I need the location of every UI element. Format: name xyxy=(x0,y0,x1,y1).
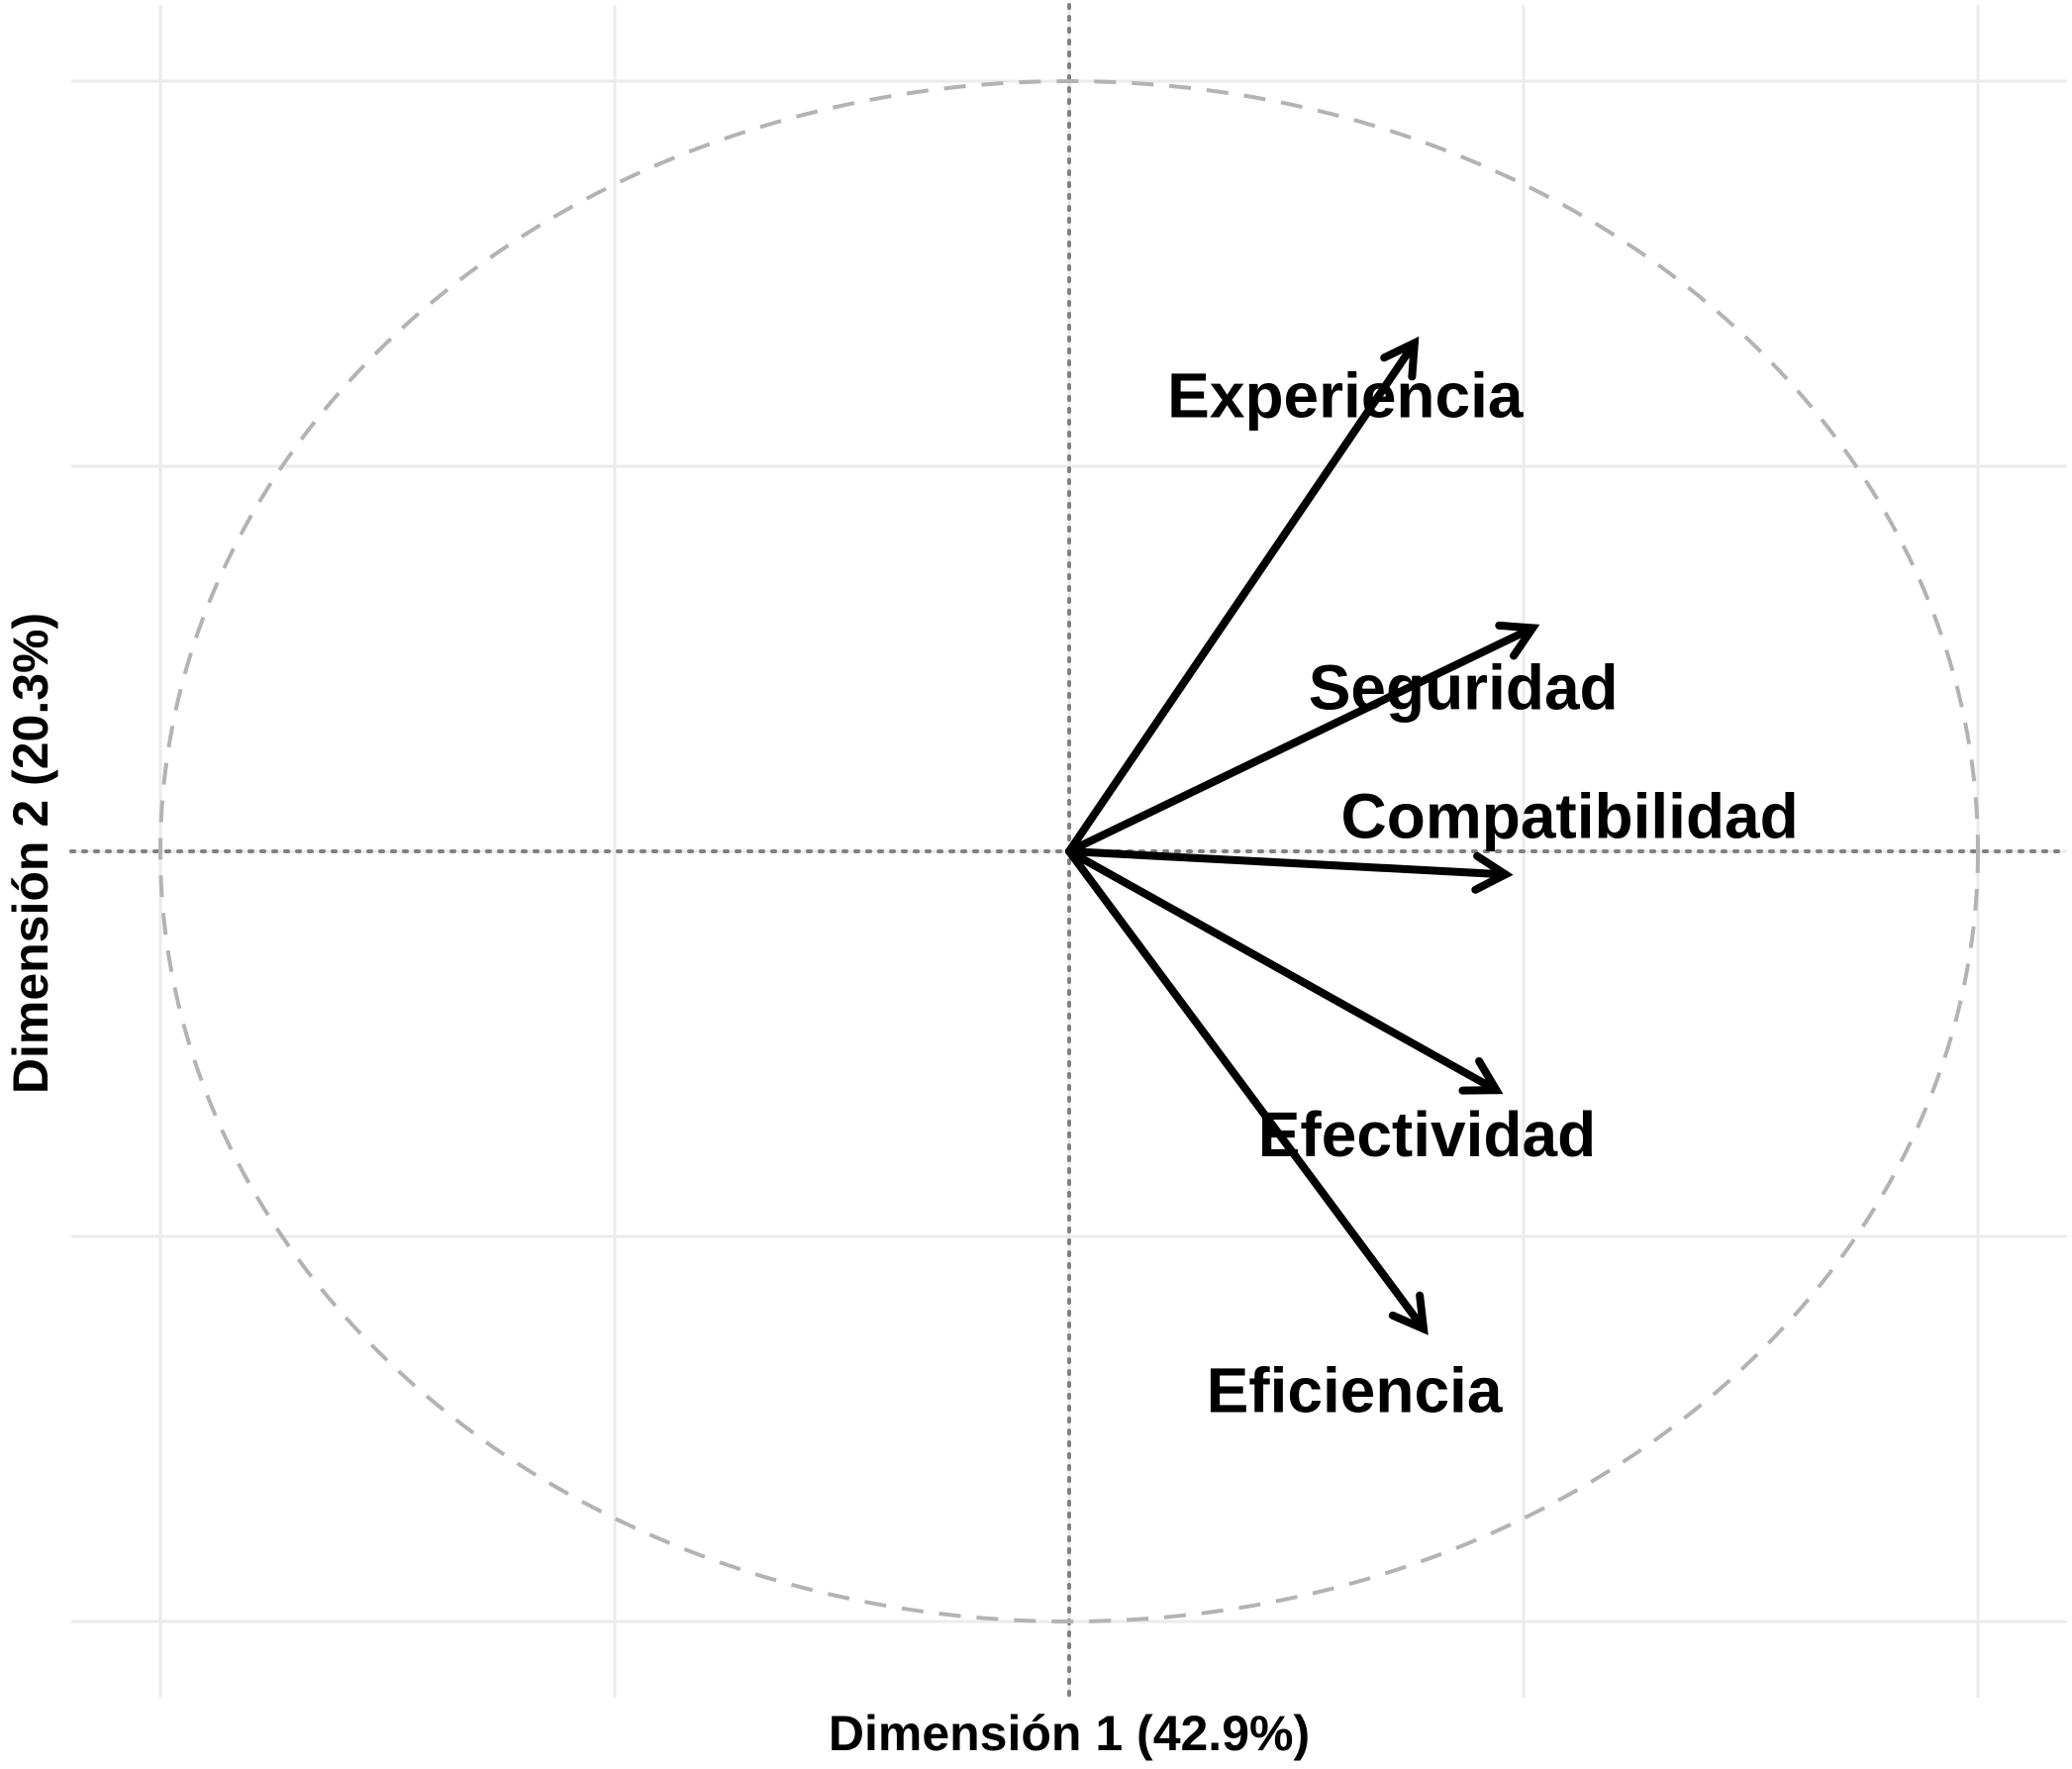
label-eficiencia: Eficiencia xyxy=(1207,1354,1503,1425)
arrow-eficiencia xyxy=(1065,847,1429,1335)
arrow-head-seguridad xyxy=(1495,621,1540,660)
label-compatibilidad: Compatibilidad xyxy=(1341,780,1799,851)
variable-arrows xyxy=(1065,336,1540,1335)
y-axis-title: Dimensión 2 (20.3%) xyxy=(3,613,58,1094)
arrow-head-efectividad xyxy=(1458,1056,1504,1095)
unit-circle xyxy=(158,79,1980,1623)
label-efectividad: Efectividad xyxy=(1258,1099,1596,1170)
arrow-head-compatibilidad xyxy=(1471,851,1514,894)
arrow-seguridad xyxy=(1065,621,1540,855)
arrow-shaft-efectividad xyxy=(1065,847,1501,1095)
label-seguridad: Seguridad xyxy=(1309,651,1619,723)
x-axis-title: Dimensión 1 (42.9%) xyxy=(829,1706,1310,1761)
arrow-shaft-experiencia xyxy=(1065,339,1419,855)
correlation-circle xyxy=(158,79,1980,1623)
arrow-compatibilidad xyxy=(1065,847,1514,894)
arrow-shaft-seguridad xyxy=(1065,624,1537,855)
arrow-experiencia xyxy=(1065,336,1420,855)
arrow-head-experiencia xyxy=(1380,336,1420,381)
arrow-efectividad xyxy=(1065,847,1504,1095)
arrow-shaft-eficiencia xyxy=(1065,847,1429,1333)
arrow-head-eficiencia xyxy=(1388,1291,1429,1335)
label-experiencia: Experiencia xyxy=(1167,360,1524,432)
variable-labels: Experiencia Seguridad Compatibilidad Efecti… xyxy=(1167,360,1799,1426)
arrow-shaft-compatibilidad xyxy=(1065,847,1510,879)
